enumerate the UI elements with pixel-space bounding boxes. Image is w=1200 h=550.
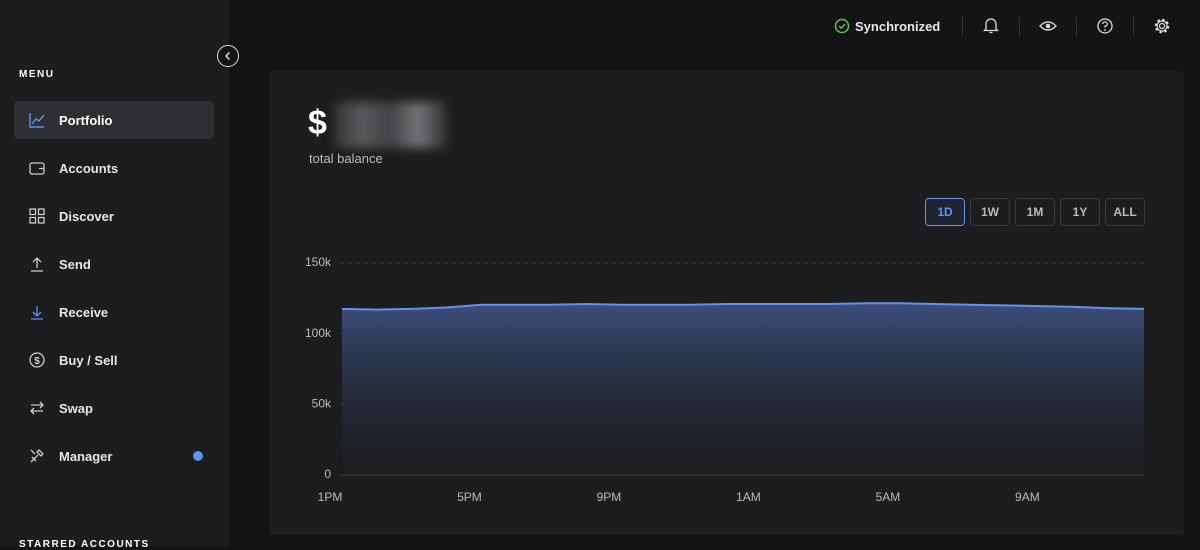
- icon: [30, 401, 44, 415]
- nav-item[interactable]: Send: [14, 245, 214, 283]
- collapse-button[interactable]: [217, 45, 239, 67]
- separator: [1076, 17, 1077, 37]
- eye-icon[interactable]: [1039, 17, 1057, 35]
- y-tick-label: 150k: [305, 255, 332, 269]
- line: [341, 302, 1145, 311]
- nav-item[interactable]: $ Buy / Sell: [14, 341, 214, 379]
- x-tick-label: 5PM: [457, 490, 482, 504]
- icon: [31, 257, 43, 272]
- nav-label: Receive: [59, 304, 109, 320]
- separator: [962, 17, 963, 37]
- menu-title: MENU: [19, 69, 55, 80]
- status-label: Synchronized: [855, 18, 941, 34]
- y-tick-label: 0: [324, 467, 331, 481]
- range-selector: 1D 1W 1M 1Y ALL: [925, 198, 1145, 226]
- nav-label: Portfolio: [59, 112, 113, 128]
- icon: [29, 113, 45, 128]
- nav-label: Accounts: [59, 160, 119, 176]
- nav-label: Buy / Sell: [59, 352, 118, 368]
- y-tick-label: 50k: [312, 397, 332, 411]
- nav-item[interactable]: Discover: [14, 197, 214, 235]
- area: [342, 303, 1144, 475]
- icon: [29, 162, 45, 175]
- nav-item[interactable]: Accounts: [14, 149, 214, 187]
- x-tick-label: 1AM: [736, 490, 761, 504]
- icon: [30, 449, 44, 463]
- range-button[interactable]: ALL: [1105, 198, 1145, 226]
- currency-symbol: $: [308, 104, 327, 142]
- svg-text:$: $: [34, 356, 40, 367]
- icon: [31, 306, 43, 320]
- range-button[interactable]: 1M: [1015, 198, 1055, 226]
- badge-dot: [193, 451, 203, 461]
- nav-label: Send: [59, 256, 91, 272]
- sync-status[interactable]: Synchronized: [834, 18, 940, 34]
- x-tick-label: 9PM: [597, 490, 622, 504]
- range-button[interactable]: 1Y: [1060, 198, 1100, 226]
- nav-item[interactable]: Portfolio: [14, 101, 214, 139]
- nav-item[interactable]: Manager: [14, 437, 214, 475]
- hidden-balance: [334, 102, 446, 148]
- separator: [1019, 17, 1020, 37]
- nav-item[interactable]: Swap: [14, 389, 214, 427]
- y-tick-label: 100k: [305, 326, 332, 340]
- nav-label: Discover: [59, 208, 114, 224]
- sidebar: MENU Portfolio Accounts Discover Send Re…: [0, 0, 229, 550]
- range-button[interactable]: 1D: [925, 198, 965, 226]
- help-icon[interactable]: [1096, 17, 1114, 35]
- settings-icon[interactable]: [1153, 17, 1171, 35]
- nav-item[interactable]: Receive: [14, 293, 214, 331]
- balance-label: total balance: [309, 151, 383, 166]
- icon: [29, 208, 45, 224]
- icon: $: [29, 352, 45, 368]
- nav-label: Manager: [59, 448, 113, 464]
- range-button[interactable]: 1W: [970, 198, 1010, 226]
- x-tick-label: 9AM: [1015, 490, 1040, 504]
- x-tick-label: 1PM: [318, 490, 343, 504]
- nav-label: Swap: [59, 400, 93, 416]
- bell-icon[interactable]: [983, 17, 999, 35]
- separator: [1133, 17, 1134, 37]
- x-tick-label: 5AM: [876, 490, 901, 504]
- starred-title: STARRED ACCOUNTS: [19, 539, 150, 550]
